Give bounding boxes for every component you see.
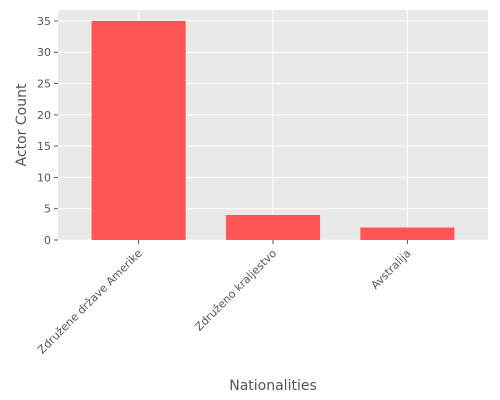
y-tick-label: 10	[37, 171, 51, 184]
bar	[91, 20, 186, 241]
y-axis-title: Actor Count	[14, 83, 30, 166]
bars	[91, 20, 455, 241]
y-tick-label: 15	[37, 140, 51, 153]
y-tick-label: 25	[37, 78, 51, 91]
x-tick-label: Združeno kraljestvo	[192, 247, 279, 334]
y-tick-label: 35	[37, 15, 51, 28]
y-tick-label: 30	[37, 46, 51, 59]
bar	[225, 214, 321, 240]
y-tick-label: 5	[44, 203, 51, 216]
x-tick-label: Avstralija	[369, 247, 414, 292]
x-tick-label: Združene države Amerike	[35, 247, 145, 357]
x-axis-title: Nationalities	[229, 378, 317, 394]
x-axis-ticks: Združene države Amerike Združeno kraljest…	[35, 240, 413, 356]
y-axis-ticks: 0 5 10 15 20 25 30 35	[37, 15, 58, 247]
y-tick-label: 20	[37, 109, 51, 122]
y-tick-label: 0	[44, 234, 51, 247]
bar	[360, 227, 455, 240]
